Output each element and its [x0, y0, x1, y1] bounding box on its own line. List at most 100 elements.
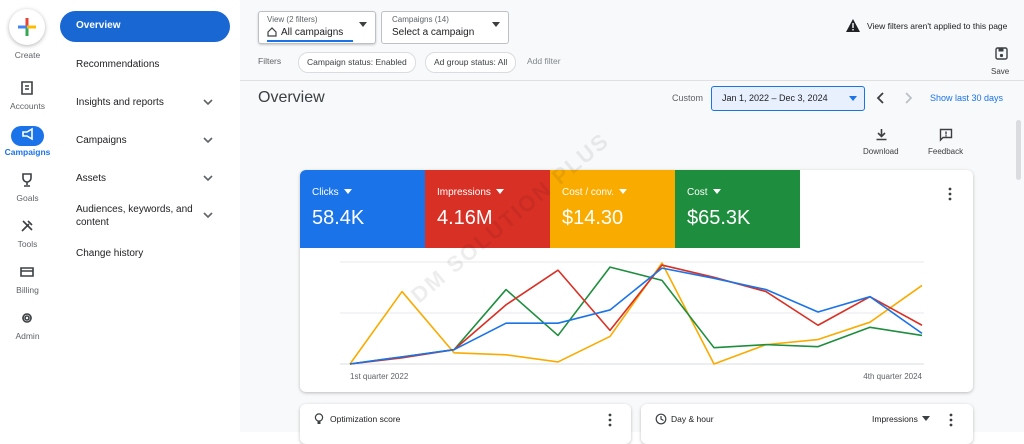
icon-shape [20, 267, 34, 277]
nav-panel: Overview Recommendations Insights and re… [55, 0, 240, 432]
warning-icon [846, 19, 860, 32]
chevron[interactable] [202, 97, 214, 107]
campaigns-label: Campaigns (14) [392, 15, 449, 24]
metric-tile[interactable]: Cost $65.3K [675, 170, 800, 248]
trend-line [349, 262, 923, 365]
rail-label: Accounts [10, 101, 45, 111]
rail-label: Goals [16, 193, 39, 203]
metric-tile[interactable]: Cost / conv. $14.30 [550, 170, 675, 248]
icon-shape [22, 313, 32, 323]
arrow-shape [712, 189, 721, 195]
dropdown-arrow [495, 189, 504, 195]
view-value: All campaigns [281, 27, 344, 38]
divider [240, 80, 1024, 81]
x-tick-label: 1st quarter 2022 [350, 372, 409, 381]
rail-label: Billing [16, 285, 39, 295]
main-area: View (2 filters) All campaigns Campaigns… [240, 0, 1024, 444]
rail-label: Campaigns [4, 147, 51, 157]
bulb-icon [314, 413, 324, 424]
day-hour-card: Day & hour Impressions [641, 404, 973, 444]
trend-line [349, 264, 923, 365]
dropdown-arrow [712, 189, 721, 195]
nav-item[interactable]: Insights and reports [76, 97, 164, 108]
campaign-dropdown[interactable]: Campaigns (14) Select a campaign [381, 11, 509, 44]
download-icon[interactable] [875, 128, 888, 141]
create-label: Create [14, 50, 41, 60]
x-tick-label: 4th quarter 2024 [863, 372, 922, 381]
save-icon[interactable] [995, 47, 1008, 60]
nav-item[interactable]: Audiences, keywords, and content [76, 204, 193, 228]
rail-icon[interactable] [18, 263, 36, 281]
more-menu[interactable] [607, 413, 613, 427]
rail-icon[interactable] [18, 79, 36, 97]
filter-chip[interactable]: Campaign status: Enabled [298, 52, 416, 73]
more-menu[interactable] [947, 187, 953, 201]
next-button[interactable] [902, 91, 914, 105]
metric-label: Cost / conv. [562, 187, 628, 198]
nav-item[interactable]: Recommendations [76, 59, 160, 70]
dropdown-arrow [343, 189, 352, 195]
home-icon [267, 27, 277, 37]
range-type: Custom [672, 93, 704, 103]
metric-value: 4.16M [437, 207, 493, 229]
last-30-days[interactable]: Show last 30 days [930, 93, 1004, 103]
rail-label: Admin [15, 331, 40, 341]
nav-item[interactable]: Assets [76, 173, 107, 184]
icon-shape [21, 81, 33, 95]
side-rail: Create Accounts Campaigns Goals Tools Billin… [0, 0, 55, 432]
date-range: Jan 1, 2022 – Dec 3, 2024 [722, 93, 828, 103]
view-label: View (2 filters) [267, 15, 318, 24]
dropdown-arrow [619, 189, 628, 195]
feedback-icon[interactable] [939, 128, 953, 142]
plus-icon [18, 18, 36, 36]
nav-item[interactable]: Overview [76, 20, 121, 31]
chevron[interactable] [202, 135, 214, 145]
dropdown-arrow [492, 22, 500, 27]
dropdown-arrow [849, 96, 857, 101]
metric-tile[interactable]: Impressions 4.16M [425, 170, 550, 248]
metric-label: Clicks [312, 187, 352, 198]
more-menu[interactable] [948, 413, 954, 427]
trend-line [349, 267, 923, 365]
card-title: Day & hour [671, 414, 714, 424]
chevron[interactable] [202, 173, 214, 183]
arrow-shape [495, 189, 504, 195]
date-picker[interactable]: Jan 1, 2022 – Dec 3, 2024 [711, 86, 865, 111]
add-filter[interactable]: Add filter [527, 56, 561, 66]
create-button[interactable] [9, 9, 45, 45]
trend-chart: 1st quarter 2022 4th quarter 2024 [340, 261, 924, 381]
metric-label: Cost [687, 187, 721, 198]
scrollbar[interactable] [1016, 120, 1021, 180]
filter-chip[interactable]: Ad group status: All [425, 52, 517, 73]
warning-text: View filters aren't applied to this page [867, 21, 1008, 31]
view-dropdown[interactable]: View (2 filters) All campaigns [258, 11, 376, 44]
nav-item[interactable]: Change history [76, 248, 144, 259]
feedback-label: Feedback [928, 147, 964, 156]
rail-icon[interactable] [18, 217, 36, 235]
arrow-shape [343, 189, 352, 195]
prev-button[interactable] [875, 91, 887, 105]
icon-shape [22, 173, 32, 187]
underline [267, 40, 353, 42]
rail-icon[interactable] [18, 171, 36, 189]
metric-select[interactable]: Impressions [872, 414, 918, 424]
nav-item[interactable]: Campaigns [76, 135, 127, 146]
filters-label: Filters [258, 56, 282, 66]
metric-value: 58.4K [312, 207, 365, 229]
chevron[interactable] [202, 210, 214, 220]
arrow-shape [619, 189, 628, 195]
rail-icon[interactable] [18, 125, 36, 143]
icon-shape [21, 220, 33, 232]
metric-tile[interactable]: Clicks 58.4K [300, 170, 425, 248]
nav-active-pill[interactable] [60, 11, 230, 42]
campaigns-value: Select a campaign [392, 27, 475, 38]
card-title: Optimization score [330, 414, 401, 424]
metric-value: $14.30 [562, 207, 624, 229]
dropdown-arrow [922, 416, 930, 421]
clock-icon [655, 413, 667, 425]
icon-shape [22, 127, 33, 141]
dropdown-arrow [359, 22, 367, 27]
download-label: Download [863, 147, 899, 156]
rail-icon[interactable] [18, 309, 36, 327]
